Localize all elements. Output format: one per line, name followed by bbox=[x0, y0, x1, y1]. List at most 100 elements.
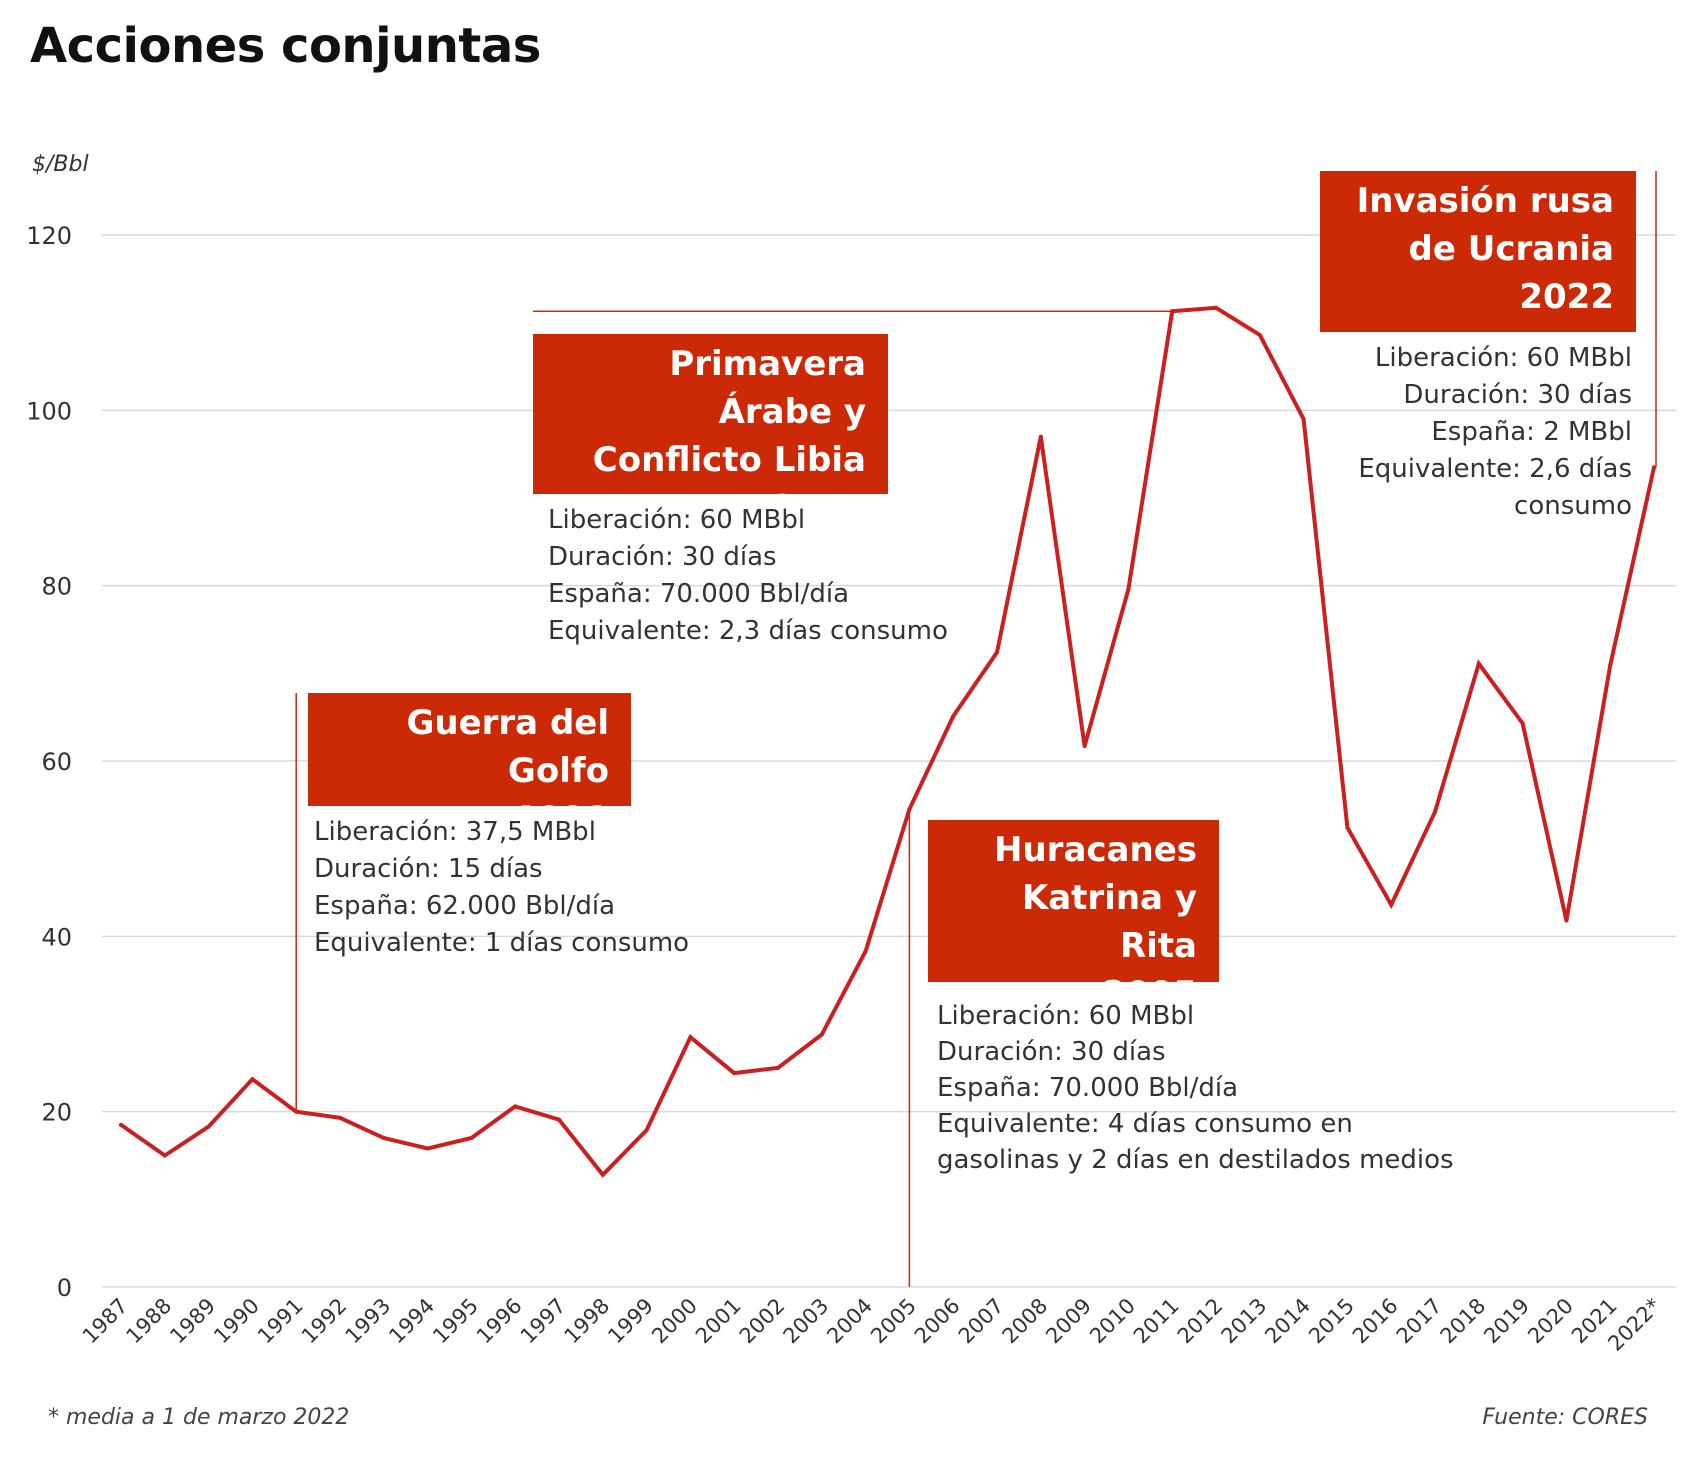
x-tick-label: 2020 bbox=[1523, 1294, 1578, 1349]
x-tick-label: 2009 bbox=[1041, 1294, 1096, 1349]
y-axis-ticks: 0 20 40 60 80 100 120 bbox=[26, 222, 72, 1302]
event-detail-line: consumo bbox=[1514, 491, 1632, 521]
data-point bbox=[1082, 744, 1087, 749]
event-title-line: Guerra del Golfo bbox=[406, 703, 609, 791]
event-title-line: Primavera Árabe y bbox=[669, 344, 866, 432]
x-tick-label: 1991 bbox=[253, 1294, 308, 1349]
event-gulf-war-box: Guerra del Golfo 1991 bbox=[308, 693, 631, 839]
event-title-line: 2005 bbox=[1102, 974, 1197, 1014]
event-detail-line: Duración: 30 días bbox=[937, 1037, 1166, 1067]
x-tick-label: 1992 bbox=[297, 1294, 352, 1349]
event-title-line: Conflicto Libia bbox=[592, 440, 866, 480]
event-detail-line: Duración: 30 días bbox=[1403, 380, 1632, 410]
x-tick-label: 2011 bbox=[1129, 1294, 1184, 1349]
x-tick-label: 2012 bbox=[1173, 1294, 1228, 1349]
price-series bbox=[119, 305, 1656, 1178]
event-title-line: 1991 bbox=[514, 799, 609, 839]
data-point bbox=[644, 1128, 649, 1133]
annotation-leader-lines bbox=[295, 171, 1657, 1287]
x-tick-label: 2016 bbox=[1348, 1294, 1403, 1349]
y-tick-label: 120 bbox=[26, 222, 72, 250]
data-point bbox=[557, 1117, 561, 1122]
data-point bbox=[951, 714, 956, 719]
data-point bbox=[338, 1115, 342, 1120]
x-tick-label: 1987 bbox=[78, 1294, 133, 1349]
event-title-line: Invasión rusa bbox=[1356, 181, 1614, 221]
event-detail-line: Equivalente: 4 días consumo en bbox=[937, 1109, 1353, 1139]
event-detail-line: Duración: 15 días bbox=[314, 854, 543, 884]
data-point bbox=[1433, 809, 1437, 814]
event-detail-line: Liberación: 37,5 MBbl bbox=[314, 817, 596, 847]
x-tick-label: 1993 bbox=[341, 1294, 396, 1349]
x-tick-label: 2005 bbox=[866, 1294, 921, 1349]
data-point bbox=[819, 1032, 824, 1037]
x-tick-label: 1997 bbox=[516, 1294, 571, 1349]
event-hurricanes-details: Liberación: 60 MBbl Duración: 30 días Es… bbox=[937, 998, 1454, 1178]
y-tick-label: 100 bbox=[26, 397, 72, 425]
x-axis-ticks: 1987198819891990199119921993199419951996… bbox=[78, 1294, 1666, 1356]
x-tick-label: 1988 bbox=[122, 1294, 177, 1349]
x-tick-label: 2001 bbox=[691, 1294, 746, 1349]
data-point bbox=[1476, 661, 1481, 666]
event-title-line: 2022 bbox=[1519, 277, 1614, 317]
x-tick-label: 2003 bbox=[779, 1294, 834, 1349]
x-tick-label: 2018 bbox=[1436, 1294, 1491, 1349]
x-tick-label: 1994 bbox=[384, 1294, 439, 1349]
x-tick-label: 1995 bbox=[428, 1294, 483, 1349]
event-detail-line: Duración: 30 días bbox=[548, 542, 777, 572]
x-tick-label: 1990 bbox=[209, 1294, 264, 1349]
data-point bbox=[732, 1071, 737, 1076]
data-point bbox=[469, 1135, 474, 1140]
y-tick-label: 20 bbox=[41, 1099, 72, 1127]
data-point bbox=[1170, 309, 1175, 314]
y-tick-label: 0 bbox=[57, 1274, 72, 1302]
x-tick-label: 2014 bbox=[1260, 1294, 1315, 1349]
data-point bbox=[206, 1124, 211, 1129]
event-detail-line: gasolinas y 2 días en destilados medios bbox=[937, 1145, 1454, 1175]
data-point bbox=[425, 1146, 430, 1151]
x-tick-label: 2002 bbox=[735, 1294, 790, 1349]
data-point bbox=[688, 1035, 693, 1040]
x-tick-label: 2000 bbox=[647, 1294, 702, 1349]
data-point bbox=[1214, 305, 1218, 310]
event-detail-line: Liberación: 60 MBbl bbox=[937, 1001, 1195, 1031]
x-tick-label: 2019 bbox=[1479, 1294, 1534, 1349]
data-point bbox=[1038, 434, 1043, 439]
event-title-line: 2011 bbox=[771, 488, 866, 528]
event-detail-line: Equivalente: 1 días consumo bbox=[314, 928, 690, 958]
x-tick-label: 2013 bbox=[1217, 1294, 1272, 1349]
data-point bbox=[1652, 465, 1656, 470]
event-title-line: Huracanes bbox=[994, 830, 1197, 870]
data-point bbox=[776, 1065, 780, 1070]
data-point bbox=[1301, 417, 1306, 422]
y-tick-label: 40 bbox=[41, 923, 72, 951]
event-arab-spring-details: Liberación: 60 MBbl Duración: 30 días Es… bbox=[548, 502, 948, 650]
data-point bbox=[1389, 902, 1394, 907]
event-gulf-war-details: Liberación: 37,5 MBbl Duración: 15 días … bbox=[314, 814, 689, 962]
data-point bbox=[863, 949, 868, 954]
data-point bbox=[1608, 663, 1613, 668]
event-detail-line: Equivalente: 2,3 días consumo bbox=[548, 616, 948, 646]
series-line bbox=[119, 305, 1656, 1178]
event-ukraine-box: Invasión rusa de Ucrania 2022 bbox=[1320, 171, 1636, 332]
footnote: * media a 1 de marzo 2022 bbox=[48, 1405, 350, 1430]
data-point bbox=[1520, 721, 1525, 726]
x-tick-label: 2004 bbox=[822, 1294, 877, 1349]
data-point bbox=[381, 1135, 386, 1140]
source-credit: Fuente: CORES bbox=[1482, 1405, 1648, 1430]
data-point bbox=[1564, 918, 1569, 923]
data-point bbox=[250, 1077, 255, 1082]
y-tick-label: 80 bbox=[41, 573, 72, 601]
data-point bbox=[1345, 825, 1350, 830]
event-detail-line: España: 70.000 Bbl/día bbox=[937, 1073, 1239, 1103]
event-detail-line: España: 2 MBbl bbox=[1431, 417, 1632, 447]
x-tick-label: 2008 bbox=[998, 1294, 1053, 1349]
y-tick-label: 60 bbox=[41, 748, 72, 776]
chart-title: Acciones conjuntas bbox=[30, 18, 541, 74]
event-detail-line: Liberación: 60 MBbl bbox=[548, 505, 806, 535]
event-detail-line: España: 62.000 Bbl/día bbox=[314, 891, 616, 921]
event-ukraine-details: Liberación: 60 MBbl Duración: 30 días Es… bbox=[1358, 340, 1632, 525]
x-tick-label: 1998 bbox=[560, 1294, 615, 1349]
x-tick-label: 2006 bbox=[910, 1294, 965, 1349]
